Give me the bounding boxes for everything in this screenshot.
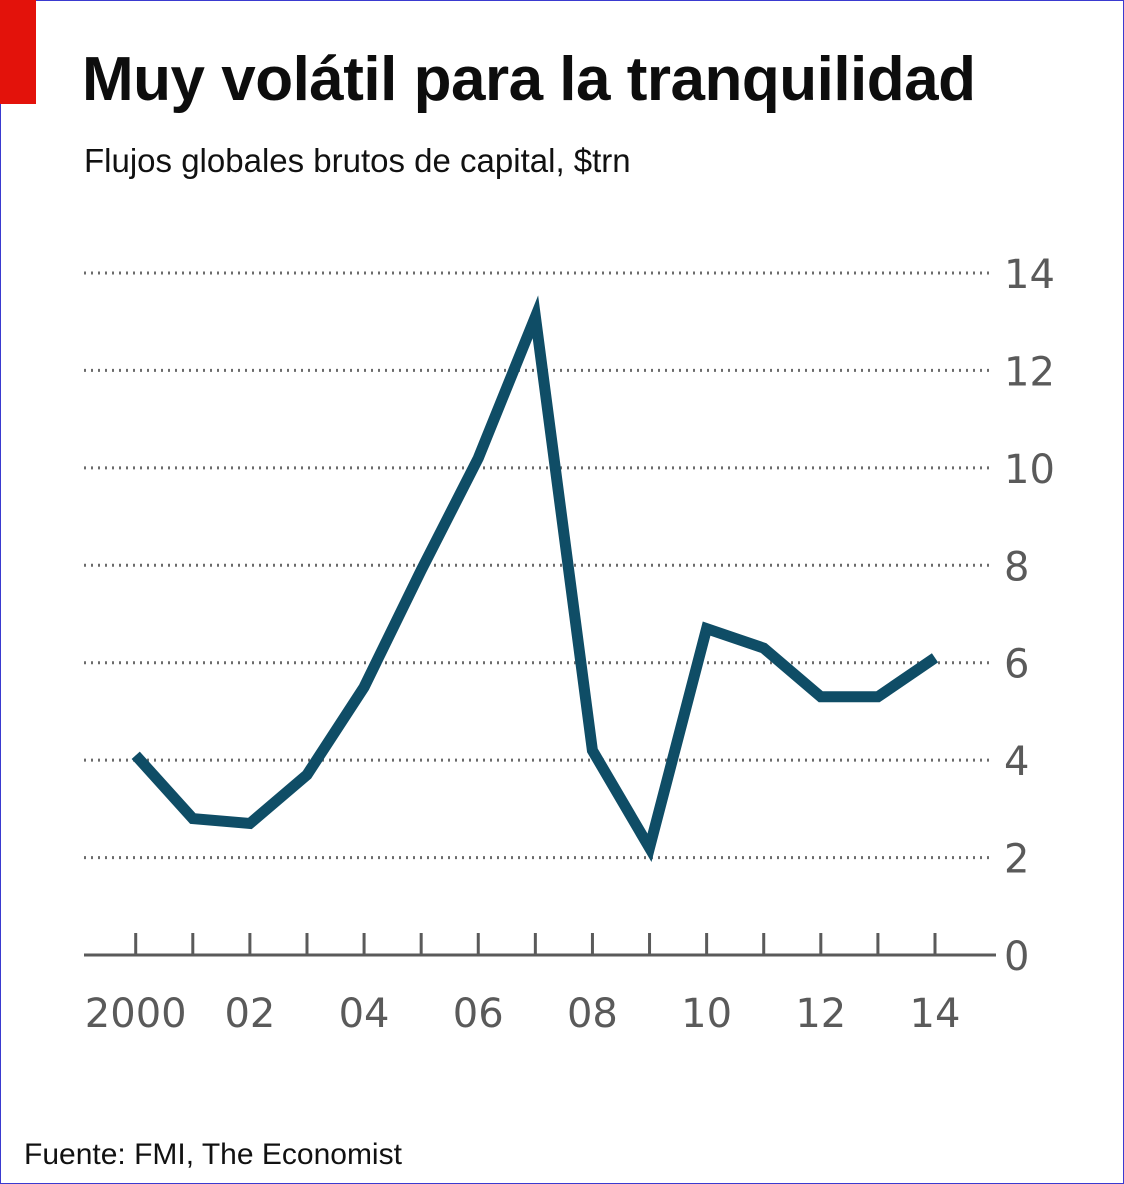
x-tick-label: 08 xyxy=(567,991,618,1037)
y-tick-label: 12 xyxy=(1004,349,1055,395)
x-axis xyxy=(84,933,996,957)
chart-subtitle: Flujos globales brutos de capital, $trn xyxy=(84,142,631,179)
y-tick-label: 10 xyxy=(1004,447,1055,493)
x-tick-label: 10 xyxy=(681,991,732,1037)
gridlines xyxy=(84,271,992,860)
y-axis-tick-labels: 0 2 4 6 8 10 12 14 xyxy=(1004,252,1055,980)
x-tick-label: 2000 xyxy=(85,991,187,1037)
y-tick-label: 14 xyxy=(1004,252,1055,298)
x-tick-label: 12 xyxy=(795,991,846,1037)
x-tick-label: 04 xyxy=(339,991,390,1037)
series-line-0 xyxy=(131,295,939,863)
x-tick-label: 06 xyxy=(453,991,504,1037)
x-axis-tick-labels: 2000 02 04 06 08 10 12 14 xyxy=(85,991,961,1037)
x-tick-label: 02 xyxy=(224,991,275,1037)
y-tick-label: 4 xyxy=(1004,739,1029,785)
y-tick-label: 6 xyxy=(1004,642,1029,688)
y-tick-label: 0 xyxy=(1004,934,1029,980)
source-note: Fuente: FMI, The Economist xyxy=(24,1138,402,1171)
chart-title: Muy volátil para la tranquilidad xyxy=(82,45,976,114)
y-tick-label: 8 xyxy=(1004,544,1029,590)
y-tick-label: 2 xyxy=(1004,837,1029,883)
series-group xyxy=(131,295,939,863)
x-tick-label: 14 xyxy=(910,991,961,1037)
brand-red-tag xyxy=(0,0,36,104)
